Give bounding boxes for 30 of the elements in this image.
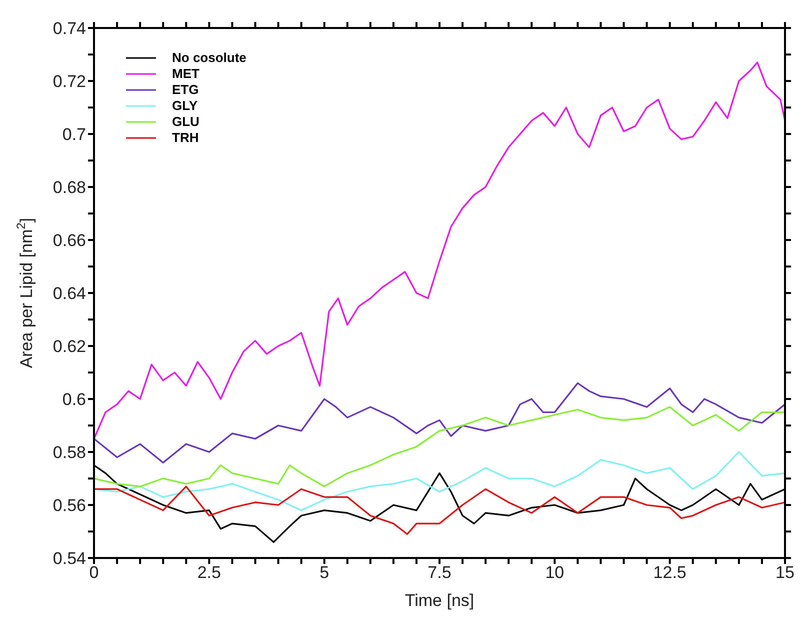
y-tick-label: 0.64 — [52, 284, 86, 304]
y-tick-label: 0.56 — [52, 496, 86, 516]
legend-label: GLU — [172, 114, 200, 130]
x-tick-label: 7.5 — [428, 563, 452, 582]
y-tick-label: 0.62 — [52, 337, 86, 356]
line-series — [94, 486, 785, 535]
y-tick-label: 0.6 — [62, 390, 86, 410]
legend-label: GLY — [172, 98, 198, 114]
y-tick-label: 0.72 — [52, 72, 86, 92]
line-series — [94, 382, 785, 464]
y-tick-label: 0.68 — [52, 178, 86, 198]
line-series — [94, 406, 785, 488]
x-tick-label: 15 — [776, 563, 794, 582]
legend-label: TRH — [172, 130, 199, 146]
legend-label: No cosolute — [172, 50, 246, 66]
legend-label: ETG — [172, 82, 199, 98]
y-tick-label: 0.7 — [62, 125, 86, 144]
x-tick-label: 0 — [89, 563, 99, 582]
line-series — [94, 451, 785, 512]
x-axis-title: Time [ns] — [404, 591, 474, 610]
y-tick-label: 0.54 — [52, 549, 86, 568]
x-tick-label: 5 — [320, 563, 330, 582]
y-tick-label: 0.74 — [52, 19, 86, 38]
x-tick-label: 12.5 — [653, 563, 686, 582]
x-tick-label: 2.5 — [197, 563, 221, 582]
line-series — [94, 62, 785, 440]
y-tick-label: 0.66 — [52, 231, 86, 250]
x-tick-label: 10 — [545, 563, 564, 582]
legend-label: MET — [172, 66, 200, 82]
y-tick-label: 0.58 — [52, 443, 86, 462]
